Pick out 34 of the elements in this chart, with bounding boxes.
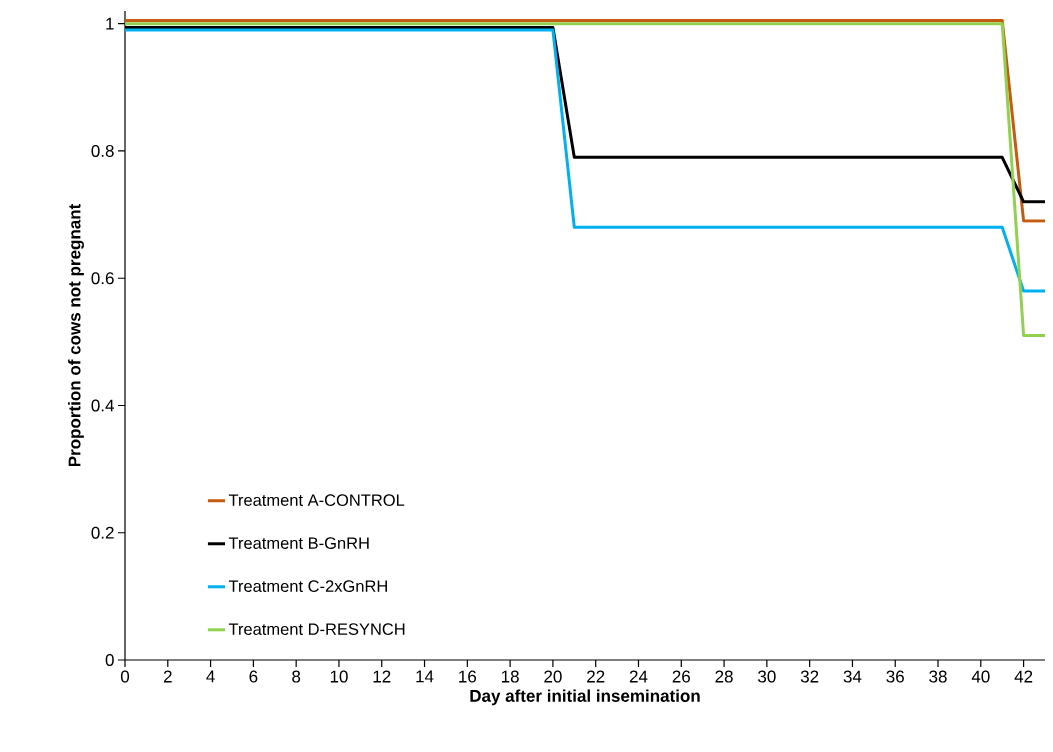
- x-axis-title: Day after initial insemination: [470, 689, 700, 706]
- x-tick-label: 36: [886, 670, 904, 683]
- y-tick-label: 0.4: [91, 399, 114, 412]
- y-axis-title: Proportion of cows not pregnant: [68, 203, 84, 467]
- x-tick-label: 34: [843, 670, 862, 683]
- x-tick-label: 6: [249, 670, 258, 683]
- x-tick-label: 10: [330, 670, 348, 683]
- legend-label: Treatment D-RESYNCH: [228, 623, 405, 635]
- x-tick-label: 4: [206, 670, 215, 683]
- x-tick-label: 40: [971, 670, 990, 683]
- y-tick-label: 0.8: [91, 144, 114, 157]
- y-tick-label: 0.2: [91, 526, 114, 539]
- y-tick-label: 0: [105, 653, 114, 667]
- x-tick-label: 20: [544, 670, 562, 683]
- y-tick-label: 0.6: [91, 272, 114, 285]
- y-tick-label: 1: [106, 17, 114, 30]
- x-tick-label: 18: [501, 670, 519, 683]
- x-tick-label: 24: [629, 670, 648, 683]
- x-tick-label: 12: [373, 670, 391, 683]
- x-tick-label: 22: [587, 670, 605, 683]
- x-tick-label: 26: [672, 670, 690, 683]
- legend-label: Treatment A-CONTROL: [228, 494, 405, 506]
- x-tick-label: 32: [800, 670, 819, 683]
- x-tick-label: 14: [416, 670, 434, 683]
- x-tick-label: 30: [758, 670, 776, 683]
- x-tick-label: 42: [1014, 670, 1033, 683]
- x-tick-label: 28: [715, 670, 733, 683]
- x-tick-label: 16: [459, 670, 477, 683]
- legend-label: Treatment B-GnRH: [228, 537, 369, 549]
- x-tick-label: 0: [120, 670, 130, 683]
- legend-label: Treatment C-2xGnRH: [228, 580, 387, 592]
- x-tick-label: 2: [163, 670, 172, 683]
- x-tick-label: 8: [292, 670, 301, 683]
- x-tick-label: 38: [929, 670, 947, 683]
